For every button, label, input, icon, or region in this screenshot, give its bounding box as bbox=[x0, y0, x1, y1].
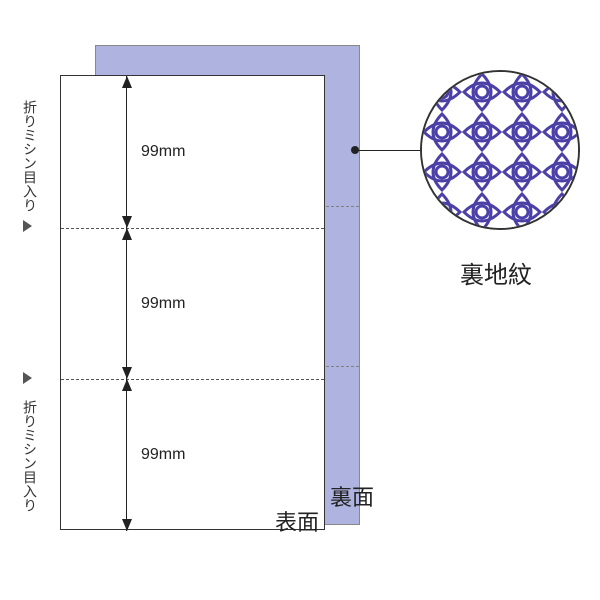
perforation-line-2 bbox=[61, 379, 324, 380]
front-sheet-label: 表面 bbox=[275, 505, 319, 537]
front-sheet: 99mm 99mm 99mm bbox=[60, 75, 325, 530]
back-sheet-label: 裏面 bbox=[330, 480, 374, 512]
dimension-arrow-down-icon bbox=[122, 367, 132, 379]
triangle-marker-icon bbox=[23, 220, 32, 232]
dimension-label: 99mm bbox=[141, 446, 185, 464]
inset-label: 裏地紋 bbox=[460, 255, 532, 290]
perforation-side-label: 折りミシン目入り bbox=[20, 400, 40, 512]
dimension-arrow-down-icon bbox=[122, 519, 132, 531]
dimension-line bbox=[126, 228, 127, 380]
pattern-inset bbox=[420, 70, 580, 230]
inset-leader-dot bbox=[351, 146, 359, 154]
dimension-line bbox=[126, 379, 127, 531]
perforation-line-1 bbox=[61, 228, 324, 229]
dimension-arrow-up-icon bbox=[122, 228, 132, 240]
dimension-arrow-down-icon bbox=[122, 216, 132, 228]
pattern-swatch bbox=[422, 72, 580, 230]
dimension-arrow-up-icon bbox=[122, 76, 132, 88]
triangle-marker-icon bbox=[23, 372, 32, 384]
perforation-side-label: 折りミシン目入り bbox=[20, 100, 40, 212]
dimension-line bbox=[126, 76, 127, 228]
dimension-label: 99mm bbox=[141, 143, 185, 161]
dimension-label: 99mm bbox=[141, 295, 185, 313]
inset-leader-line bbox=[355, 150, 420, 151]
dimension-arrow-up-icon bbox=[122, 379, 132, 391]
